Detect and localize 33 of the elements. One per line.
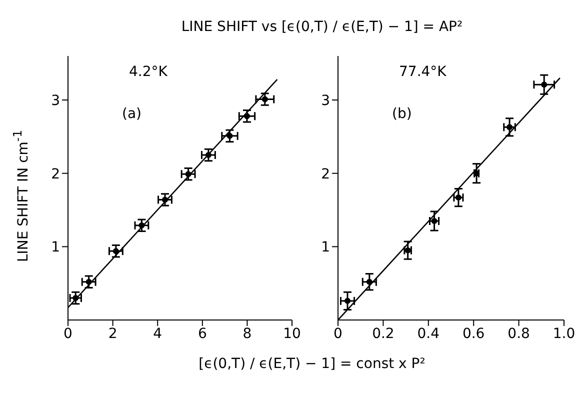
- x-tick-label: 8: [242, 326, 252, 342]
- y-tick-label: 3: [321, 92, 330, 109]
- x-tick-label: 0.4: [417, 326, 440, 342]
- annotation: (b): [392, 106, 412, 122]
- x-tick-label: 10: [283, 326, 301, 342]
- point: [506, 124, 513, 130]
- point: [404, 247, 411, 254]
- y-tick-label: 1: [51, 240, 60, 256]
- point: [344, 298, 350, 304]
- point: [226, 132, 233, 139]
- x-tick-label: 1.0: [552, 326, 576, 342]
- annotation: 4.2°K: [129, 64, 168, 80]
- y-tick-label: 3: [51, 92, 60, 109]
- x-tick-label: 4: [153, 326, 162, 342]
- x-axis-title: [ϵ(0,T) / ϵ(E,T) − 1] = const x P²: [198, 356, 426, 372]
- y-tick-label: 2: [51, 166, 60, 182]
- text: LINE SHIFT vs [ϵ(0,T) / ϵ(E,T) − 1] = AP²: [180, 18, 464, 37]
- point: [474, 170, 480, 176]
- x-tick-label: 0: [64, 326, 72, 342]
- point: [455, 194, 462, 201]
- x-tick-label: 2: [108, 326, 118, 342]
- x-tick-label: 0.8: [508, 326, 530, 342]
- annotation: (a): [122, 106, 142, 122]
- x-tick-label: 0.2: [372, 326, 394, 342]
- annotation: 77.4°K: [399, 64, 446, 80]
- y-tick-label: 1: [321, 240, 330, 256]
- y-tick-label: 2: [321, 166, 330, 182]
- x-tick-label: 0: [334, 326, 342, 342]
- x-tick-label: 6: [198, 326, 207, 342]
- point: [541, 82, 548, 88]
- point: [112, 248, 119, 254]
- x-tick-label: 0.6: [462, 326, 485, 342]
- point: [262, 96, 268, 102]
